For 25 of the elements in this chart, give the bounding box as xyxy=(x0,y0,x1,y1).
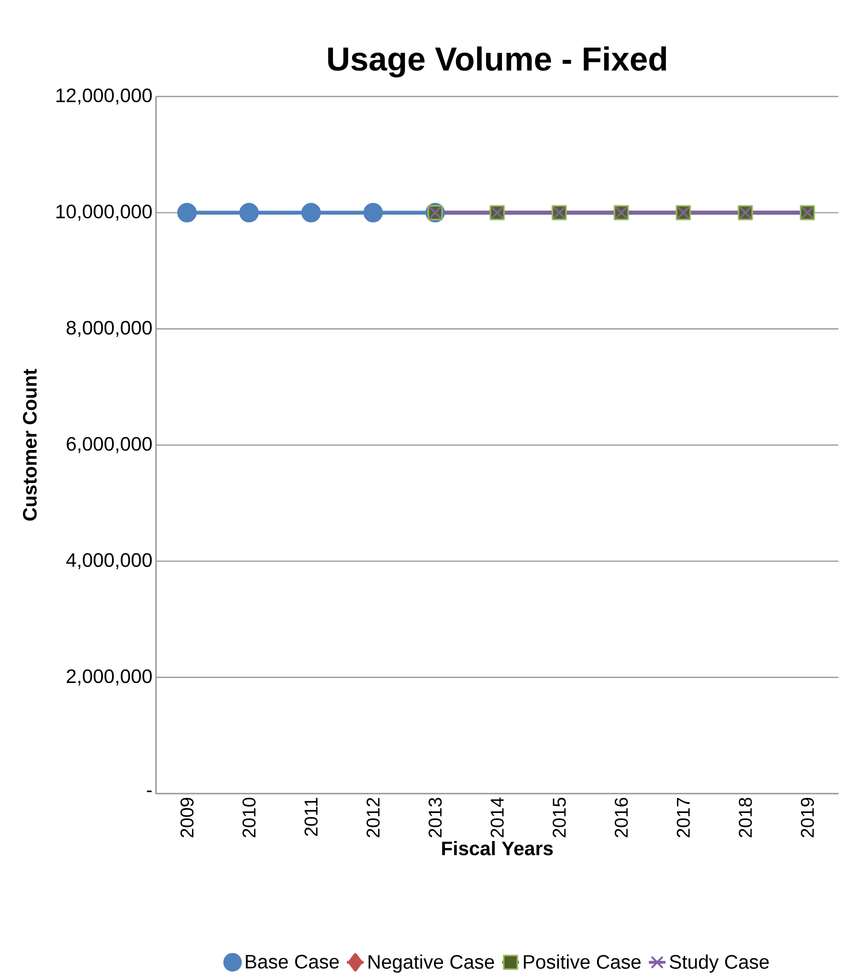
x-tick-label: 2018 xyxy=(738,798,752,838)
legend-label: Negative Case xyxy=(368,954,494,973)
x-tick-label: 2017 xyxy=(676,798,690,838)
x-tick-label: 2010 xyxy=(242,798,256,838)
y-tick-label: 2,000,000 xyxy=(66,669,152,686)
x-tick-label: 2011 xyxy=(304,798,318,836)
y-axis-title: Customer Count xyxy=(23,368,37,521)
y-tick-label: 12,000,000 xyxy=(56,88,152,105)
x-tick-label: 2016 xyxy=(614,798,628,838)
legend-label: Base Case xyxy=(246,954,339,969)
x-tick-label: 2009 xyxy=(180,798,194,838)
y-tick-label: - xyxy=(146,790,152,792)
x-tick-label: 2014 xyxy=(490,798,504,838)
y-tick-label: 6,000,000 xyxy=(66,436,152,454)
x-tick-label: 2013 xyxy=(428,798,442,838)
x-tick-label: 2015 xyxy=(552,798,566,838)
x-axis-title: Fiscal Years xyxy=(442,841,553,856)
y-tick-label: 8,000,000 xyxy=(66,320,152,337)
chart-title: Usage Volume - Fixed xyxy=(328,46,666,78)
legend-label: Study Case xyxy=(670,954,769,973)
x-tick-label: 2012 xyxy=(366,798,380,838)
y-tick-label: 4,000,000 xyxy=(66,553,152,570)
legend-label: Positive Case xyxy=(524,954,641,969)
y-tick-label: 10,000,000 xyxy=(56,204,152,221)
x-tick-label: 2019 xyxy=(800,798,814,838)
